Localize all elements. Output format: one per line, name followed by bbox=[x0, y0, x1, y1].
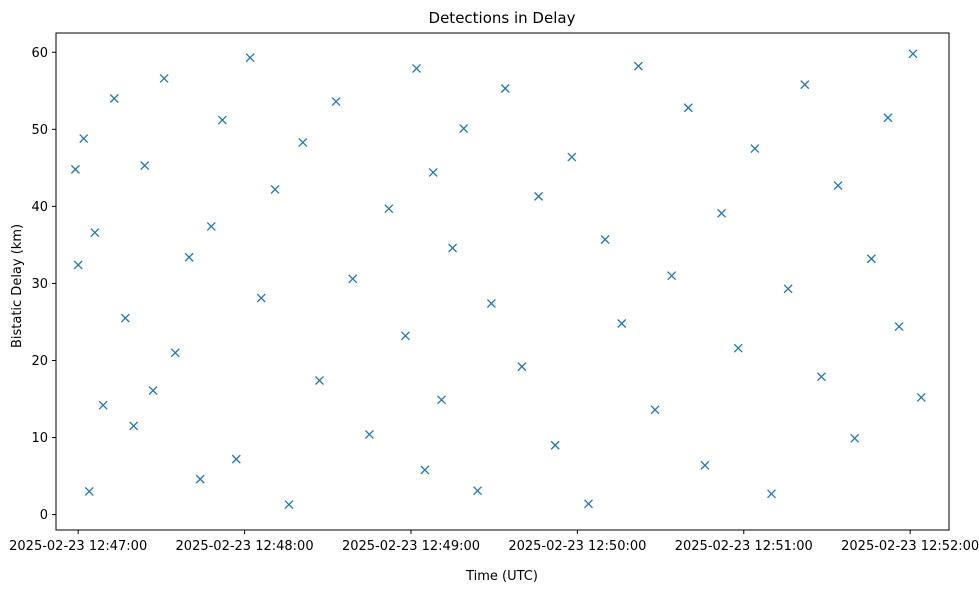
data-point bbox=[400, 331, 410, 341]
data-point bbox=[667, 271, 677, 281]
data-point bbox=[256, 293, 266, 303]
data-point bbox=[420, 465, 430, 475]
data-point bbox=[584, 499, 593, 509]
data-point bbox=[159, 74, 169, 83]
data-point bbox=[231, 454, 241, 464]
data-point bbox=[437, 395, 446, 405]
data-point bbox=[284, 500, 294, 510]
x-axis-ticks: 2025-02-23 12:47:00 2025-02-23 12:48:00 20… bbox=[9, 530, 979, 554]
data-point bbox=[448, 243, 458, 253]
y-tick-label: 60 bbox=[31, 46, 48, 61]
x-tick-label: 2025-02-23 12:50:00 bbox=[508, 539, 646, 554]
x-tick-label: 2025-02-23 12:52:00 bbox=[841, 539, 979, 554]
data-point bbox=[500, 84, 510, 93]
y-axis-ticks: 0 10 20 30 40 50 60 bbox=[31, 46, 56, 523]
data-point bbox=[129, 421, 139, 431]
data-point bbox=[364, 429, 374, 439]
x-tick-label: 2025-02-23 12:47:00 bbox=[9, 539, 147, 554]
data-point bbox=[459, 124, 469, 134]
data-point bbox=[73, 260, 83, 270]
data-point bbox=[600, 235, 610, 244]
data-point bbox=[331, 97, 341, 107]
data-point bbox=[270, 184, 280, 194]
data-point bbox=[109, 94, 119, 103]
y-tick-label: 30 bbox=[31, 277, 48, 292]
data-point bbox=[206, 221, 216, 231]
data-point bbox=[617, 319, 627, 328]
x-tick-label: 2025-02-23 12:49:00 bbox=[342, 539, 480, 554]
data-point bbox=[633, 61, 643, 71]
x-tick-label: 2025-02-23 12:48:00 bbox=[176, 539, 314, 554]
data-point bbox=[916, 393, 926, 402]
data-point bbox=[800, 80, 810, 90]
data-point bbox=[315, 376, 324, 385]
data-point bbox=[184, 252, 194, 262]
data-point bbox=[195, 474, 205, 484]
data-point bbox=[717, 208, 727, 218]
data-point bbox=[412, 63, 421, 73]
data-point bbox=[650, 405, 660, 415]
data-point bbox=[90, 228, 100, 238]
data-point bbox=[245, 53, 255, 63]
data-point bbox=[120, 313, 130, 323]
data-point bbox=[883, 113, 893, 123]
data-point bbox=[750, 144, 760, 154]
data-point bbox=[683, 103, 693, 113]
data-point bbox=[79, 134, 89, 144]
data-point bbox=[148, 386, 158, 395]
data-point bbox=[384, 204, 394, 214]
data-point bbox=[767, 489, 776, 499]
data-point bbox=[84, 487, 94, 496]
x-tick-label: 2025-02-23 12:51:00 bbox=[675, 539, 813, 554]
data-point bbox=[473, 486, 482, 496]
y-tick-label: 40 bbox=[31, 200, 48, 215]
data-point bbox=[70, 164, 80, 174]
data-point bbox=[908, 49, 918, 59]
data-point bbox=[866, 254, 876, 264]
plot-area-frame bbox=[55, 32, 950, 531]
y-tick-label: 50 bbox=[31, 123, 48, 138]
data-point bbox=[298, 137, 308, 147]
data-point bbox=[733, 343, 743, 353]
data-point bbox=[428, 168, 438, 177]
data-point bbox=[783, 284, 793, 294]
y-tick-label: 20 bbox=[31, 354, 48, 369]
data-point bbox=[98, 400, 108, 410]
chart-title: Detections in Delay bbox=[429, 9, 576, 27]
data-points bbox=[70, 49, 926, 510]
x-axis-label: Time (UTC) bbox=[465, 569, 538, 584]
y-tick-label: 0 bbox=[40, 508, 48, 523]
data-point bbox=[517, 362, 527, 372]
data-point bbox=[170, 348, 180, 358]
y-tick-label: 10 bbox=[31, 431, 48, 446]
data-point bbox=[140, 161, 150, 170]
data-point bbox=[348, 274, 358, 284]
data-point bbox=[550, 440, 560, 450]
data-point bbox=[700, 460, 710, 470]
data-point bbox=[567, 152, 577, 162]
data-point bbox=[217, 115, 227, 125]
y-axis-label: Bistatic Delay (km) bbox=[10, 224, 25, 348]
data-point bbox=[833, 181, 843, 191]
data-point bbox=[850, 433, 860, 443]
data-point bbox=[534, 191, 544, 201]
data-point bbox=[816, 372, 826, 382]
data-point bbox=[894, 322, 904, 332]
data-point bbox=[486, 299, 496, 308]
